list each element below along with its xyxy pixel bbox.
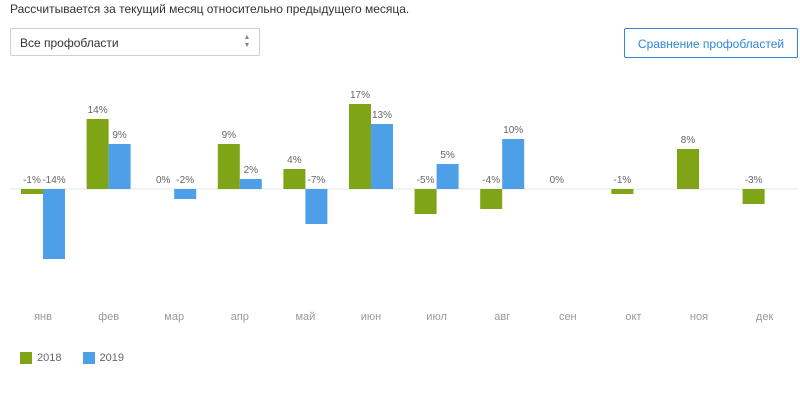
bar-2018-5[interactable] [349,104,371,189]
data-label-2018-9: -1% [614,175,632,186]
category-label-0: янв [34,311,52,323]
category-label-10: ноя [690,311,708,323]
category-label-11: дек [756,311,774,323]
bar-2018-1[interactable] [86,119,109,189]
bar-2018-9[interactable] [611,189,634,194]
data-label-2019-5: 13% [372,110,392,121]
data-label-2019-1: 9% [112,130,127,141]
category-label-6: июл [426,311,447,323]
data-label-2018-11: -3% [745,175,763,186]
bar-2018-4[interactable] [283,169,306,189]
category-label-8: сен [559,311,577,323]
legend-label-2018: 2018 [37,352,62,364]
data-label-2018-8: 0% [550,175,565,186]
category-label-5: июн [361,311,381,323]
data-label-2018-3: 9% [222,130,237,141]
data-label-2019-4: -7% [308,175,326,186]
bar-2019-6[interactable] [436,164,459,189]
bar-2018-6[interactable] [414,189,437,214]
profession-area-select[interactable]: Все профобласти ▲ ▼ [10,28,260,56]
data-label-2018-2: 0% [156,175,171,186]
bar-2018-0[interactable] [21,189,43,194]
legend-label-2019: 2019 [99,352,125,364]
data-label-2018-5: 17% [350,90,370,101]
data-label-2018-4: 4% [287,155,302,166]
bar-2019-3[interactable] [239,179,262,189]
updown-arrows-icon: ▲ ▼ [243,34,251,49]
bar-2019-1[interactable] [108,144,131,189]
bar-2018-3[interactable] [217,144,240,189]
select-value: Все профобласти [20,36,119,50]
bar-2019-7[interactable] [502,139,525,189]
category-label-4: май [295,311,315,323]
legend-swatch-2019 [82,352,95,364]
data-label-2019-3: 2% [244,165,259,176]
data-label-2018-0: -1% [23,175,41,186]
category-label-9: окт [625,311,641,323]
category-label-7: авг [494,311,510,323]
bar-2018-11[interactable] [742,189,765,204]
data-label-2018-6: -5% [417,175,435,186]
bar-2019-4[interactable] [305,189,328,224]
legend-swatch-2018 [20,352,32,364]
bar-2019-5[interactable] [371,124,393,189]
legend-item-2018[interactable]: 2018 [20,352,61,364]
data-label-2019-7: 10% [503,125,523,136]
data-label-2019-2: -2% [176,175,194,186]
data-label-2018-1: 14% [88,105,108,116]
bar-2018-7[interactable] [480,189,503,209]
category-label-2: мар [164,311,184,323]
category-label-3: апр [231,311,249,323]
bar-2019-2[interactable] [174,189,197,199]
data-label-2019-6: 5% [440,150,455,161]
bar-2018-10[interactable] [677,149,699,189]
category-label-1: фев [98,311,119,323]
data-label-2018-10: 8% [681,135,696,146]
data-label-2018-7: -4% [482,175,500,186]
bar-2019-0[interactable] [43,189,65,259]
data-label-2019-0: -14% [42,175,65,186]
compare-areas-button[interactable]: Сравнение профобластей [624,28,798,58]
legend-item-2019[interactable]: 2019 [82,352,125,364]
chart-subtitle: Рассчитывается за текущий месяц относите… [10,2,410,16]
chart-legend: 2018 2019 [20,352,142,367]
